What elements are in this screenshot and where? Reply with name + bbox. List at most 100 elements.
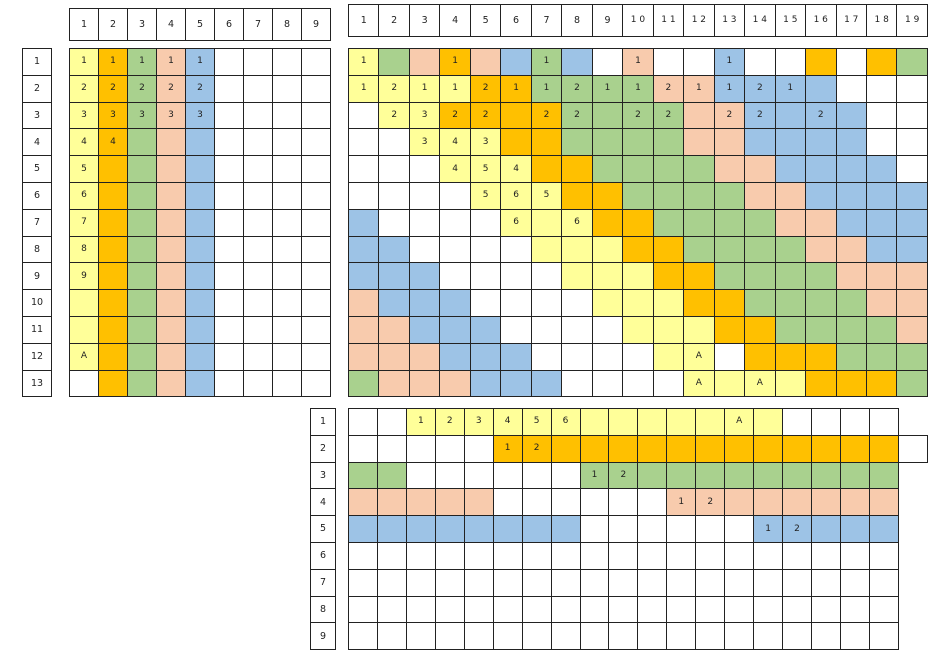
labeled-cell: 9: [69, 262, 99, 291]
grid-cell: [695, 434, 726, 463]
labeled-cell: 2: [805, 101, 837, 130]
grid-cell: [156, 342, 186, 371]
row-header: 1: [22, 48, 52, 76]
grid-cell: [637, 515, 668, 543]
grid-cell: [98, 235, 128, 264]
grid-cell: [695, 595, 726, 624]
labeled-cell: 2: [608, 461, 639, 490]
grid-cell: [347, 369, 380, 398]
grid-cell: [897, 434, 929, 463]
grid-cell: [774, 342, 807, 371]
row-header: 6: [22, 181, 52, 210]
grid-cell: [243, 128, 273, 157]
grid-cell: [408, 235, 441, 264]
grid-row: 1 1 1 1 1: [347, 48, 928, 76]
labeled-cell: 1: [713, 74, 746, 103]
grid-cell: [805, 128, 837, 157]
labeled-cell: 2: [652, 74, 685, 103]
grid-cell: [865, 101, 898, 130]
grid-cell: [405, 461, 436, 490]
grid-cell: [243, 289, 273, 317]
grid-cell: [724, 568, 755, 597]
row-header-row: 8: [22, 235, 52, 264]
grid-cell: [666, 434, 697, 463]
cell-label: 3: [482, 136, 489, 147]
labeled-cell: 4: [492, 408, 523, 436]
cell-label: 3: [475, 416, 482, 427]
grid-cell: [376, 488, 407, 517]
column-header: 1: [347, 4, 380, 37]
labeled-cell: 2: [378, 101, 410, 130]
grid-cell: [521, 541, 552, 570]
grid-cell: [301, 48, 331, 76]
grid-cell: [811, 595, 841, 624]
cell-label: 5: [482, 190, 489, 201]
grid-cell: [695, 568, 726, 597]
labeled-cell: 2: [185, 74, 215, 103]
grid-cell: [744, 262, 776, 291]
labeled-cell: 3: [463, 408, 494, 436]
grid-cell: [744, 155, 776, 183]
cell-label: 3: [197, 109, 203, 120]
grid-cell: [378, 315, 410, 344]
row-header: 5: [22, 155, 52, 183]
grid-cell: [347, 289, 380, 317]
row-header-row: 11: [22, 315, 52, 344]
labeled-cell: 6: [550, 408, 581, 436]
grid-row: 1 1 1 1 1: [69, 48, 331, 76]
grid-cell: [724, 488, 755, 517]
grid-cell: [805, 289, 837, 317]
labeled-cell: 3: [127, 101, 157, 130]
grid-cell: [301, 289, 331, 317]
grid-cell: [272, 262, 302, 291]
grid-cell: [156, 155, 186, 183]
grid-cell: [408, 48, 441, 76]
grid-cell: [463, 541, 494, 570]
column-header: 1 0: [622, 4, 654, 37]
grid-cell: [805, 155, 837, 183]
grid-cell: [637, 595, 668, 624]
row-header-row: 8: [310, 595, 336, 624]
grid-cell: [782, 595, 812, 624]
grid-row: 4 5 4: [347, 155, 928, 183]
grid1-row-header: 1 2 3 4 5 6 7 8 9 10 11 12 13: [22, 48, 52, 398]
grid-cell: [896, 74, 928, 103]
labeled-cell: 2: [695, 488, 726, 517]
grid-cell: [683, 128, 715, 157]
grid-cell: [408, 208, 441, 237]
grid-cell: [782, 461, 812, 490]
grid-cell: [835, 342, 867, 371]
grid-cell: [376, 595, 407, 624]
labeled-cell: 2: [782, 515, 812, 543]
grid-cell: [622, 155, 654, 183]
grid-cell: [652, 208, 685, 237]
grid-cell: [185, 315, 215, 344]
grid-cell: [156, 128, 186, 157]
cell-label: 2: [81, 83, 87, 94]
labeled-cell: 2: [378, 74, 410, 103]
grid-cell: [805, 235, 837, 264]
grid-cell: [376, 461, 407, 490]
cell-label: 6: [513, 190, 519, 201]
grid-cell: [378, 369, 410, 398]
grid-cell: [378, 208, 410, 237]
cell-label: 2: [391, 83, 398, 94]
grid-cell: [185, 128, 215, 157]
cell-label: 2: [707, 496, 714, 507]
grid-row: [348, 622, 928, 651]
column-header: 1 3: [713, 4, 746, 37]
labeled-cell: 3: [469, 128, 502, 157]
grid-cell: [214, 342, 244, 371]
grid-cell: [835, 262, 867, 291]
grid-cell: [521, 622, 552, 651]
grid-cell: [622, 369, 654, 398]
grid-cell: [782, 622, 812, 651]
grid-cell: [439, 315, 471, 344]
grid-cell: [782, 488, 812, 517]
grid-cell: [724, 461, 755, 490]
grid-cell: [301, 315, 331, 344]
grid-cell: [463, 461, 494, 490]
grid-cell: [744, 289, 776, 317]
grid-cell: [865, 74, 898, 103]
grid-cell: [591, 369, 624, 398]
